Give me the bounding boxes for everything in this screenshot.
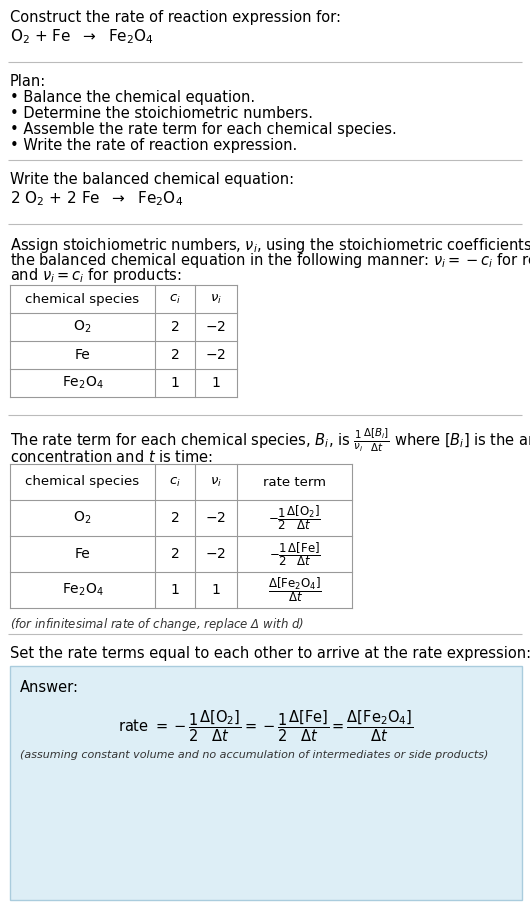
Text: Plan:: Plan:	[10, 74, 46, 89]
Text: $c_i$: $c_i$	[169, 292, 181, 306]
Text: rate term: rate term	[263, 476, 326, 489]
Text: the balanced chemical equation in the following manner: $\nu_i = -c_i$ for react: the balanced chemical equation in the fo…	[10, 251, 530, 270]
Text: chemical species: chemical species	[25, 292, 139, 305]
Text: 2: 2	[171, 320, 179, 334]
Text: $-2$: $-2$	[206, 511, 226, 525]
Text: $-\dfrac{1}{2}\dfrac{\Delta[\mathrm{Fe}]}{\Delta t}$: $-\dfrac{1}{2}\dfrac{\Delta[\mathrm{Fe}]…	[269, 540, 321, 568]
Text: $\mathrm{Fe_2O_4}$: $\mathrm{Fe_2O_4}$	[61, 375, 103, 391]
Text: rate $= -\dfrac{1}{2}\dfrac{\Delta[\mathrm{O_2}]}{\Delta t} = -\dfrac{1}{2}\dfra: rate $= -\dfrac{1}{2}\dfrac{\Delta[\math…	[118, 708, 414, 744]
Text: Set the rate terms equal to each other to arrive at the rate expression:: Set the rate terms equal to each other t…	[10, 646, 530, 661]
Text: • Write the rate of reaction expression.: • Write the rate of reaction expression.	[10, 138, 297, 153]
Text: $\mathrm{Fe_2O_4}$: $\mathrm{Fe_2O_4}$	[61, 582, 103, 598]
Text: $\mathrm{O_2}$: $\mathrm{O_2}$	[73, 509, 92, 527]
Text: Fe: Fe	[75, 547, 91, 561]
Text: $\mathrm{O_2}$ + Fe  $\rightarrow$  $\mathrm{Fe_2O_4}$: $\mathrm{O_2}$ + Fe $\rightarrow$ $\math…	[10, 27, 154, 45]
Text: • Balance the chemical equation.: • Balance the chemical equation.	[10, 90, 255, 105]
Text: $-\dfrac{1}{2}\dfrac{\Delta[\mathrm{O_2}]}{\Delta t}$: $-\dfrac{1}{2}\dfrac{\Delta[\mathrm{O_2}…	[268, 504, 321, 532]
Text: $-2$: $-2$	[206, 320, 226, 334]
Text: $c_i$: $c_i$	[169, 476, 181, 489]
Text: Construct the rate of reaction expression for:: Construct the rate of reaction expressio…	[10, 10, 341, 25]
FancyBboxPatch shape	[10, 666, 522, 900]
Text: (for infinitesimal rate of change, replace Δ with $d$): (for infinitesimal rate of change, repla…	[10, 616, 304, 633]
Text: $-2$: $-2$	[206, 348, 226, 362]
Text: The rate term for each chemical species, $B_i$, is $\frac{1}{\nu_i}\frac{\Delta[: The rate term for each chemical species,…	[10, 427, 530, 455]
Text: 1: 1	[211, 376, 220, 390]
Text: 1: 1	[171, 583, 180, 597]
Text: and $\nu_i = c_i$ for products:: and $\nu_i = c_i$ for products:	[10, 266, 182, 285]
Text: $2\ \mathrm{O_2}$ + 2 Fe  $\rightarrow$  $\mathrm{Fe_2O_4}$: $2\ \mathrm{O_2}$ + 2 Fe $\rightarrow$ $…	[10, 189, 183, 208]
Text: Write the balanced chemical equation:: Write the balanced chemical equation:	[10, 172, 294, 187]
Text: (assuming constant volume and no accumulation of intermediates or side products): (assuming constant volume and no accumul…	[20, 750, 488, 760]
Text: $-2$: $-2$	[206, 547, 226, 561]
Text: 1: 1	[171, 376, 180, 390]
Text: • Assemble the rate term for each chemical species.: • Assemble the rate term for each chemic…	[10, 122, 397, 137]
Text: chemical species: chemical species	[25, 476, 139, 489]
Text: 2: 2	[171, 547, 179, 561]
Text: 2: 2	[171, 511, 179, 525]
Text: Assign stoichiometric numbers, $\nu_i$, using the stoichiometric coefficients, $: Assign stoichiometric numbers, $\nu_i$, …	[10, 236, 530, 255]
Text: $\nu_i$: $\nu_i$	[210, 292, 222, 306]
Text: $\dfrac{\Delta[\mathrm{Fe_2O_4}]}{\Delta t}$: $\dfrac{\Delta[\mathrm{Fe_2O_4}]}{\Delta…	[268, 576, 321, 605]
Text: $\mathrm{O_2}$: $\mathrm{O_2}$	[73, 319, 92, 335]
Text: • Determine the stoichiometric numbers.: • Determine the stoichiometric numbers.	[10, 106, 313, 121]
Text: Fe: Fe	[75, 348, 91, 362]
Text: Answer:: Answer:	[20, 680, 79, 695]
Text: $\nu_i$: $\nu_i$	[210, 476, 222, 489]
Text: 2: 2	[171, 348, 179, 362]
Text: 1: 1	[211, 583, 220, 597]
Text: concentration and $t$ is time:: concentration and $t$ is time:	[10, 449, 213, 465]
